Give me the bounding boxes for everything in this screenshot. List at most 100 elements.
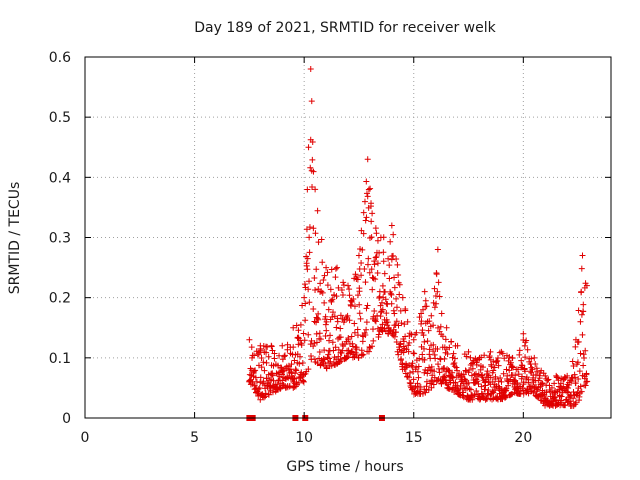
data-point [419, 327, 426, 334]
data-point [358, 260, 365, 267]
data-point [325, 306, 332, 313]
data-point [421, 356, 428, 363]
data-point [466, 385, 473, 392]
data-point [355, 354, 362, 361]
data-point [490, 367, 497, 374]
data-point-peak [377, 234, 384, 241]
data-point [545, 376, 552, 383]
data-point [330, 347, 337, 354]
data-point [374, 237, 381, 244]
data-point [371, 261, 378, 268]
data-point [580, 308, 587, 315]
data-point-peak [355, 252, 362, 259]
data-point [411, 350, 418, 357]
data-point [376, 295, 383, 302]
data-point [288, 361, 295, 368]
data-point [442, 336, 449, 343]
data-point [323, 327, 330, 334]
data-point [487, 374, 494, 381]
data-point [387, 238, 394, 245]
data-point [460, 389, 467, 396]
data-point [410, 350, 417, 357]
data-point [569, 358, 576, 365]
data-point [430, 322, 437, 329]
data-point [361, 266, 368, 273]
data-point [265, 391, 272, 398]
data-point [296, 360, 303, 367]
data-point [262, 390, 269, 397]
data-point [388, 291, 395, 298]
data-point [387, 290, 394, 297]
data-point [357, 315, 364, 322]
data-point [554, 374, 561, 381]
data-point [478, 383, 485, 390]
data-point [376, 249, 383, 256]
data-point [378, 299, 385, 306]
data-point [506, 367, 513, 374]
data-point [572, 343, 579, 350]
data-point [257, 379, 264, 386]
data-point [374, 260, 381, 267]
data-point [494, 355, 501, 362]
data-point [321, 347, 328, 354]
data-point-peak [312, 186, 319, 193]
data-point [354, 326, 361, 333]
data-point [348, 348, 355, 355]
data-point [290, 384, 297, 391]
data-point [261, 367, 268, 374]
data-point [281, 353, 288, 360]
data-point [451, 389, 458, 396]
data-point [351, 329, 358, 336]
data-point [451, 360, 458, 367]
data-point [449, 369, 456, 376]
data-point [369, 286, 376, 293]
data-point [446, 344, 453, 351]
data-point [460, 371, 467, 378]
data-point [421, 338, 428, 345]
data-point [315, 239, 322, 246]
data-point [314, 315, 321, 322]
data-point [580, 362, 587, 369]
data-point [393, 295, 400, 302]
data-point-peak [257, 342, 264, 349]
data-point [367, 185, 374, 192]
data-point [304, 186, 311, 193]
data-point [339, 291, 346, 298]
data-point [278, 371, 285, 378]
data-point [475, 380, 482, 387]
data-point [300, 378, 307, 385]
data-point [558, 393, 565, 400]
data-point [360, 351, 367, 358]
data-point [362, 332, 369, 339]
data-point [326, 355, 333, 362]
data-point [382, 296, 389, 303]
data-point [388, 300, 395, 307]
data-point [374, 269, 381, 276]
data-point-peak [542, 372, 549, 379]
data-point [252, 367, 259, 374]
data-point [398, 356, 405, 363]
data-point [484, 368, 491, 375]
data-point [578, 289, 585, 296]
data-point [572, 374, 579, 381]
data-point [269, 389, 276, 396]
data-point [433, 300, 440, 307]
data-point [292, 366, 299, 373]
data-point [419, 351, 426, 358]
data-point [269, 372, 276, 379]
data-point [468, 360, 475, 367]
data-point [333, 324, 340, 331]
data-point [521, 342, 528, 349]
data-point [491, 364, 498, 371]
data-point [306, 299, 313, 306]
data-point-peak [531, 354, 538, 361]
data-point [349, 340, 356, 347]
data-point [248, 344, 255, 351]
data-point [346, 317, 353, 324]
data-point [393, 256, 400, 263]
data-point [332, 344, 339, 351]
data-point [536, 375, 543, 382]
data-point [466, 367, 473, 374]
data-point [512, 372, 519, 379]
data-point [428, 377, 435, 384]
